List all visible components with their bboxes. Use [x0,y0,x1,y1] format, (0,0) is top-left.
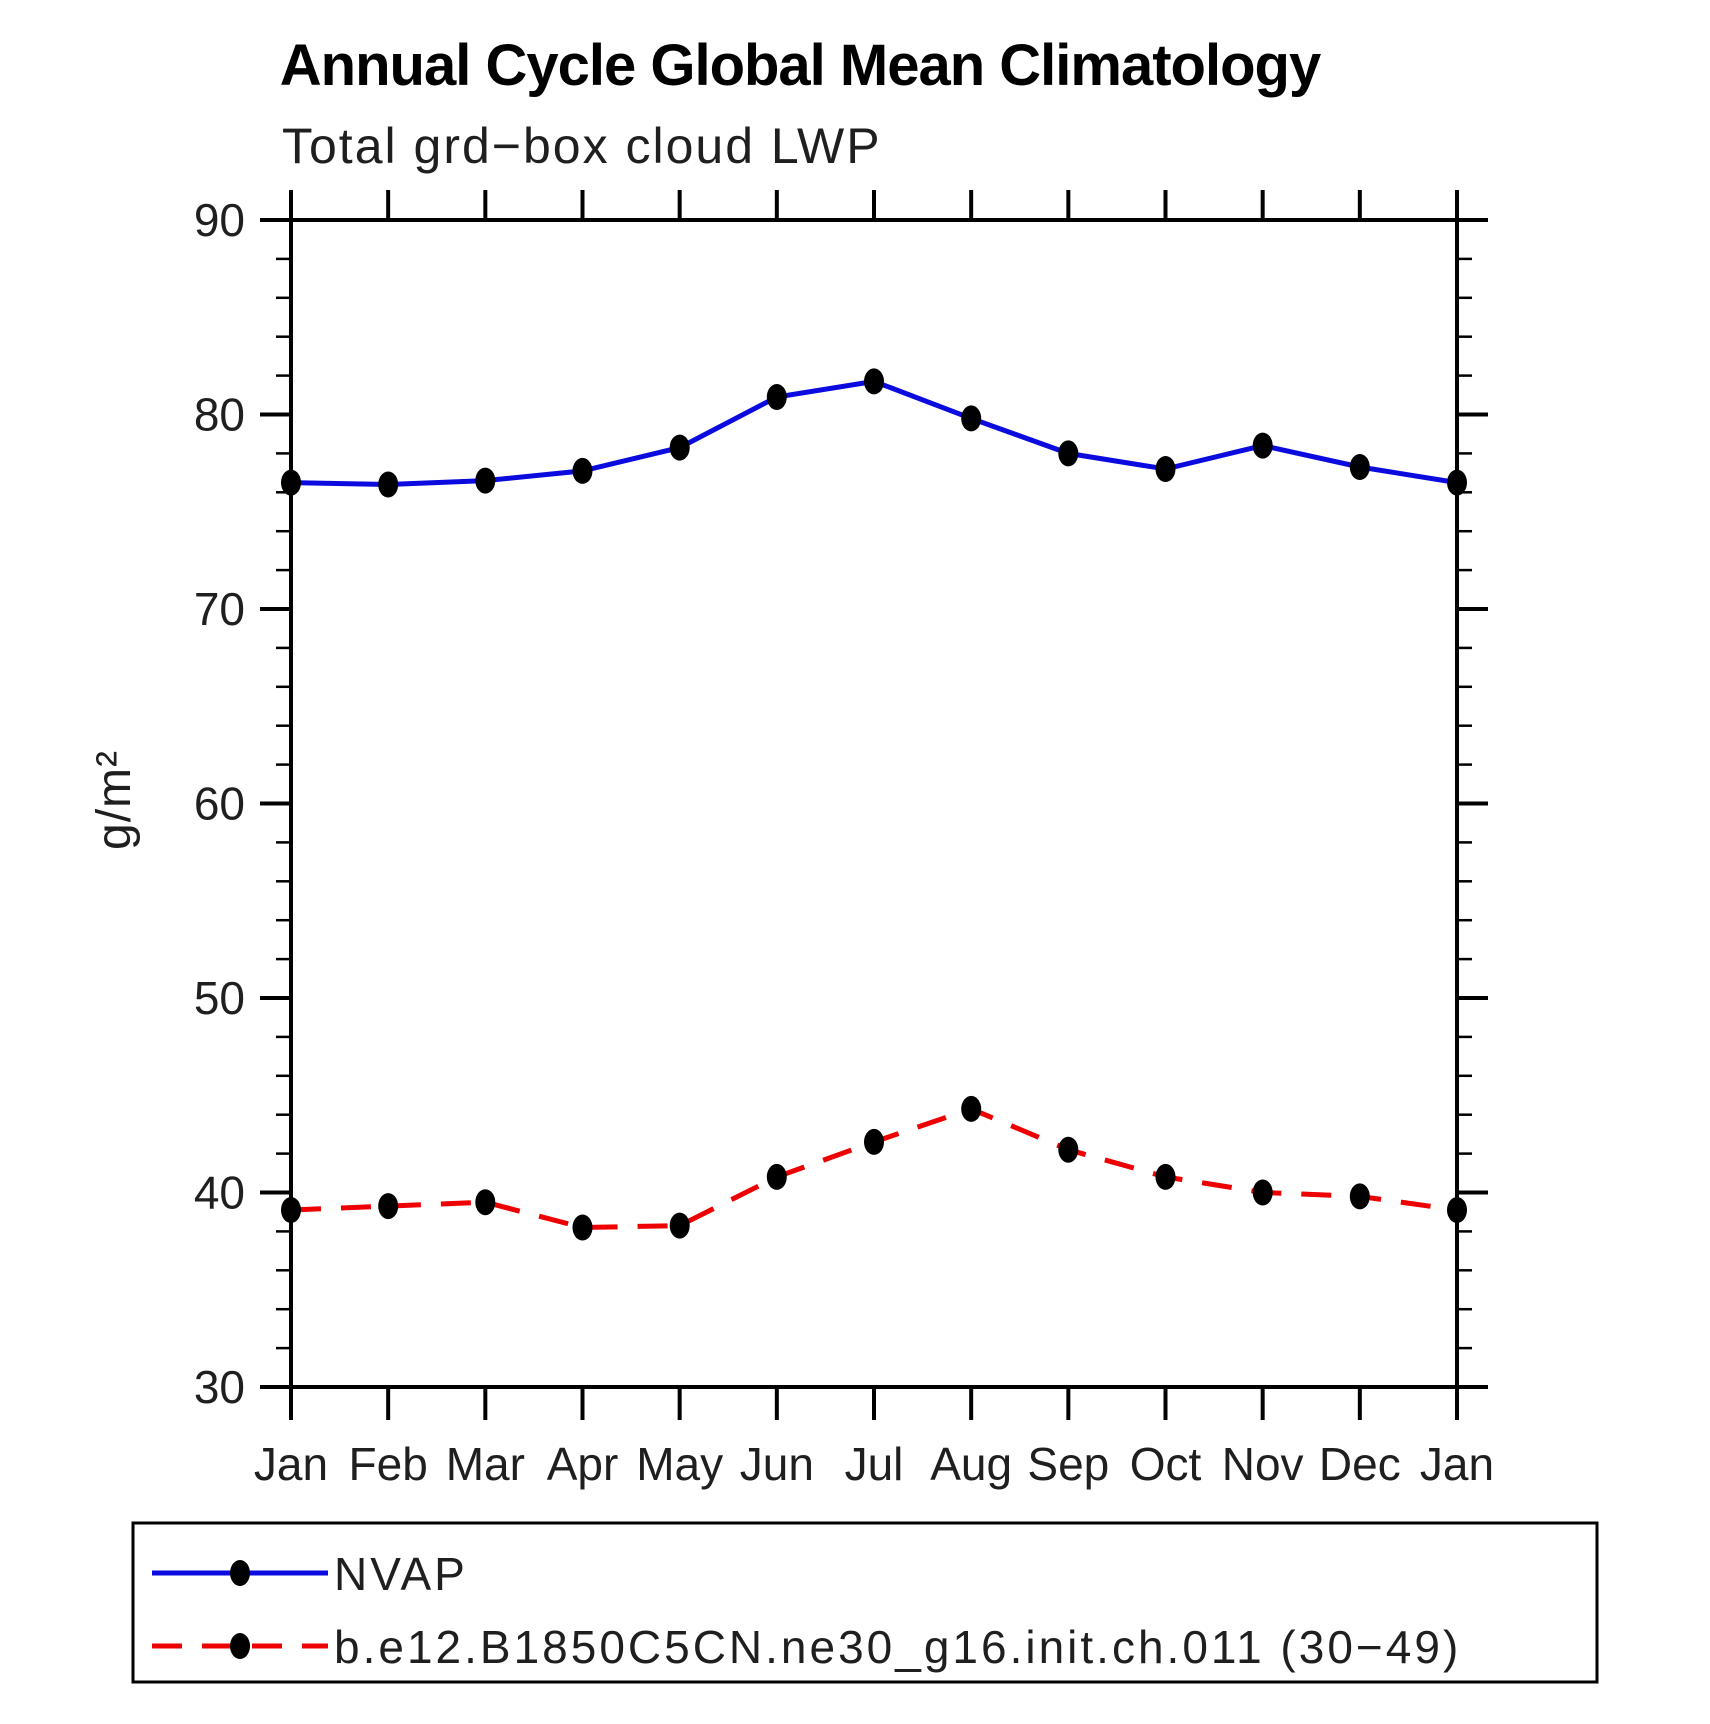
legend-label-model: b.e12.B1850C5CN.ne30_g16.init.ch.011 (30… [334,1621,1461,1673]
series-1-marker [961,1095,982,1122]
chart-subtitle: Total grd−box cloud LWP [282,118,882,174]
x-tick-label: Jan [1420,1438,1494,1490]
series-0-marker [864,368,884,395]
legend-box [131,1521,1599,1684]
y-tick-label: 60 [194,778,245,830]
series-0-marker [378,471,399,498]
y-tick-label: 40 [194,1167,245,1219]
x-tick-label: Sep [1027,1438,1109,1490]
series-1-marker [669,1212,690,1239]
series-1-marker [281,1197,301,1223]
series-1-marker [864,1128,884,1155]
series-1-marker [1058,1136,1079,1163]
series-1-line [290,1106,1458,1231]
series-1-marker [572,1214,593,1241]
series-1-marker [1447,1197,1467,1223]
x-tick-label: Nov [1222,1438,1304,1490]
x-tick-label: Feb [349,1438,428,1490]
plot-frame [289,218,1459,1389]
series-0-line [290,378,1458,488]
series-0-marker [281,469,301,496]
series-1-marker [1155,1163,1176,1190]
y-tick-label: 30 [194,1361,245,1413]
legend: NVAP b.e12.B1850C5CN.ne30_g16.init.ch.01… [131,1521,1599,1684]
x-tick-label: Dec [1319,1438,1401,1490]
series-0-marker [961,405,982,432]
y-tick-label: 70 [194,583,245,635]
x-tick-label: Mar [446,1438,525,1490]
x-tick-label: Oct [1130,1438,1202,1490]
series-0-marker [1252,432,1273,459]
plot-series [281,368,1467,1241]
series-1-marker [1252,1179,1273,1206]
series-0-marker [1155,456,1176,482]
legend-marker-nvap [230,1560,250,1586]
series-1-marker [475,1189,496,1216]
series-1-marker [1349,1183,1370,1210]
x-tick-label: May [636,1438,723,1490]
y-tick-label: 50 [194,972,245,1024]
y-tick-label: 90 [194,194,245,246]
series-0-marker [1058,440,1079,467]
x-tick-label: Jun [740,1438,814,1490]
series-0-marker [669,434,690,461]
plot-axes: Jan Feb Mar Apr May Jun Jul Aug Sep Oct Nov Dec Jan3… [194,190,1494,1490]
x-tick-label: Jan [254,1438,328,1490]
series-1-marker [766,1163,787,1190]
y-axis-label: g/m² [88,750,141,850]
x-tick-label: Aug [930,1438,1012,1490]
legend-marker-model [230,1633,250,1659]
series-0-marker [1447,469,1467,496]
x-tick-label: Jul [845,1438,904,1490]
series-1-marker [378,1193,399,1220]
x-tick-label: Apr [547,1438,619,1490]
y-tick-label: 80 [194,389,245,441]
legend-label-nvap: NVAP [334,1548,468,1600]
series-0-marker [475,467,496,494]
series-0-marker [1349,454,1370,480]
series-0-marker [572,457,593,484]
chart-title: Annual Cycle Global Mean Climatology [280,33,1321,98]
series-0-marker [766,384,787,410]
